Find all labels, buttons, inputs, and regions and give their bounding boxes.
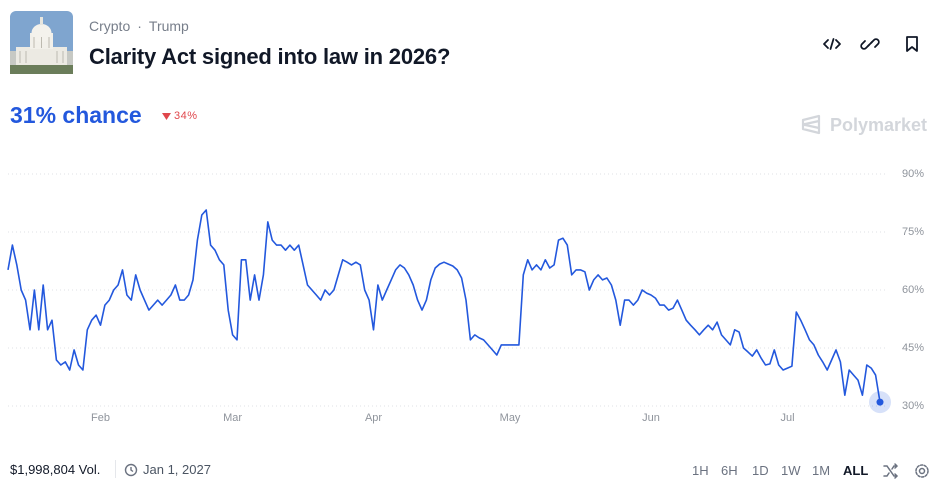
chance-change: 34% [162, 110, 198, 122]
market-thumbnail [10, 11, 73, 74]
range-button[interactable]: 6H [721, 463, 738, 478]
market-title: Clarity Act signed into law in 2026? [89, 44, 451, 69]
y-tick-label: 75% [902, 226, 924, 238]
chance-value: 31% chance [10, 102, 142, 128]
divider [115, 460, 116, 478]
y-tick-label: 60% [902, 284, 924, 296]
y-tick-label: 90% [902, 168, 924, 180]
breadcrumb: Crypto · Trump [89, 18, 189, 34]
brand-name: Polymarket [830, 115, 928, 135]
tag-link[interactable]: Trump [148, 18, 189, 34]
category-link[interactable]: Crypto [89, 18, 131, 34]
chart-settings [883, 463, 929, 479]
bookmark-button[interactable] [906, 36, 918, 52]
change-value: 34% [174, 110, 198, 122]
current-point [876, 398, 884, 406]
range-button[interactable]: ALL [843, 463, 869, 478]
volume: $1,998,804 Vol. [10, 462, 101, 477]
x-tick-label: Jun [642, 412, 660, 424]
range-button[interactable]: 1M [812, 463, 831, 478]
shuffle-button[interactable] [883, 463, 899, 479]
header-actions [823, 36, 918, 52]
embed-button[interactable] [823, 38, 841, 50]
copy-link-button[interactable] [860, 38, 880, 50]
price-chart: 30% 45% 60% 75% 90% Feb Mar Apr May Jun Jul [7, 168, 924, 424]
x-tick-label: Mar [223, 412, 242, 424]
range-button[interactable]: 1W [781, 463, 801, 478]
brand-logo [801, 114, 821, 135]
x-tick-label: Jul [780, 412, 794, 424]
settings-button[interactable] [915, 464, 929, 478]
x-tick-label: Apr [365, 412, 382, 424]
y-tick-label: 45% [902, 342, 924, 354]
price-line [7, 209, 881, 403]
x-tick-label: Feb [91, 412, 110, 424]
down-arrow [162, 113, 171, 120]
end-date: Jan 1, 2027 [143, 462, 211, 477]
clock-icon [124, 463, 138, 477]
y-tick-label: 30% [902, 400, 924, 412]
range-button[interactable]: 1H [692, 463, 709, 478]
x-tick-label: May [500, 412, 521, 424]
range-button[interactable]: 1D [752, 463, 769, 478]
